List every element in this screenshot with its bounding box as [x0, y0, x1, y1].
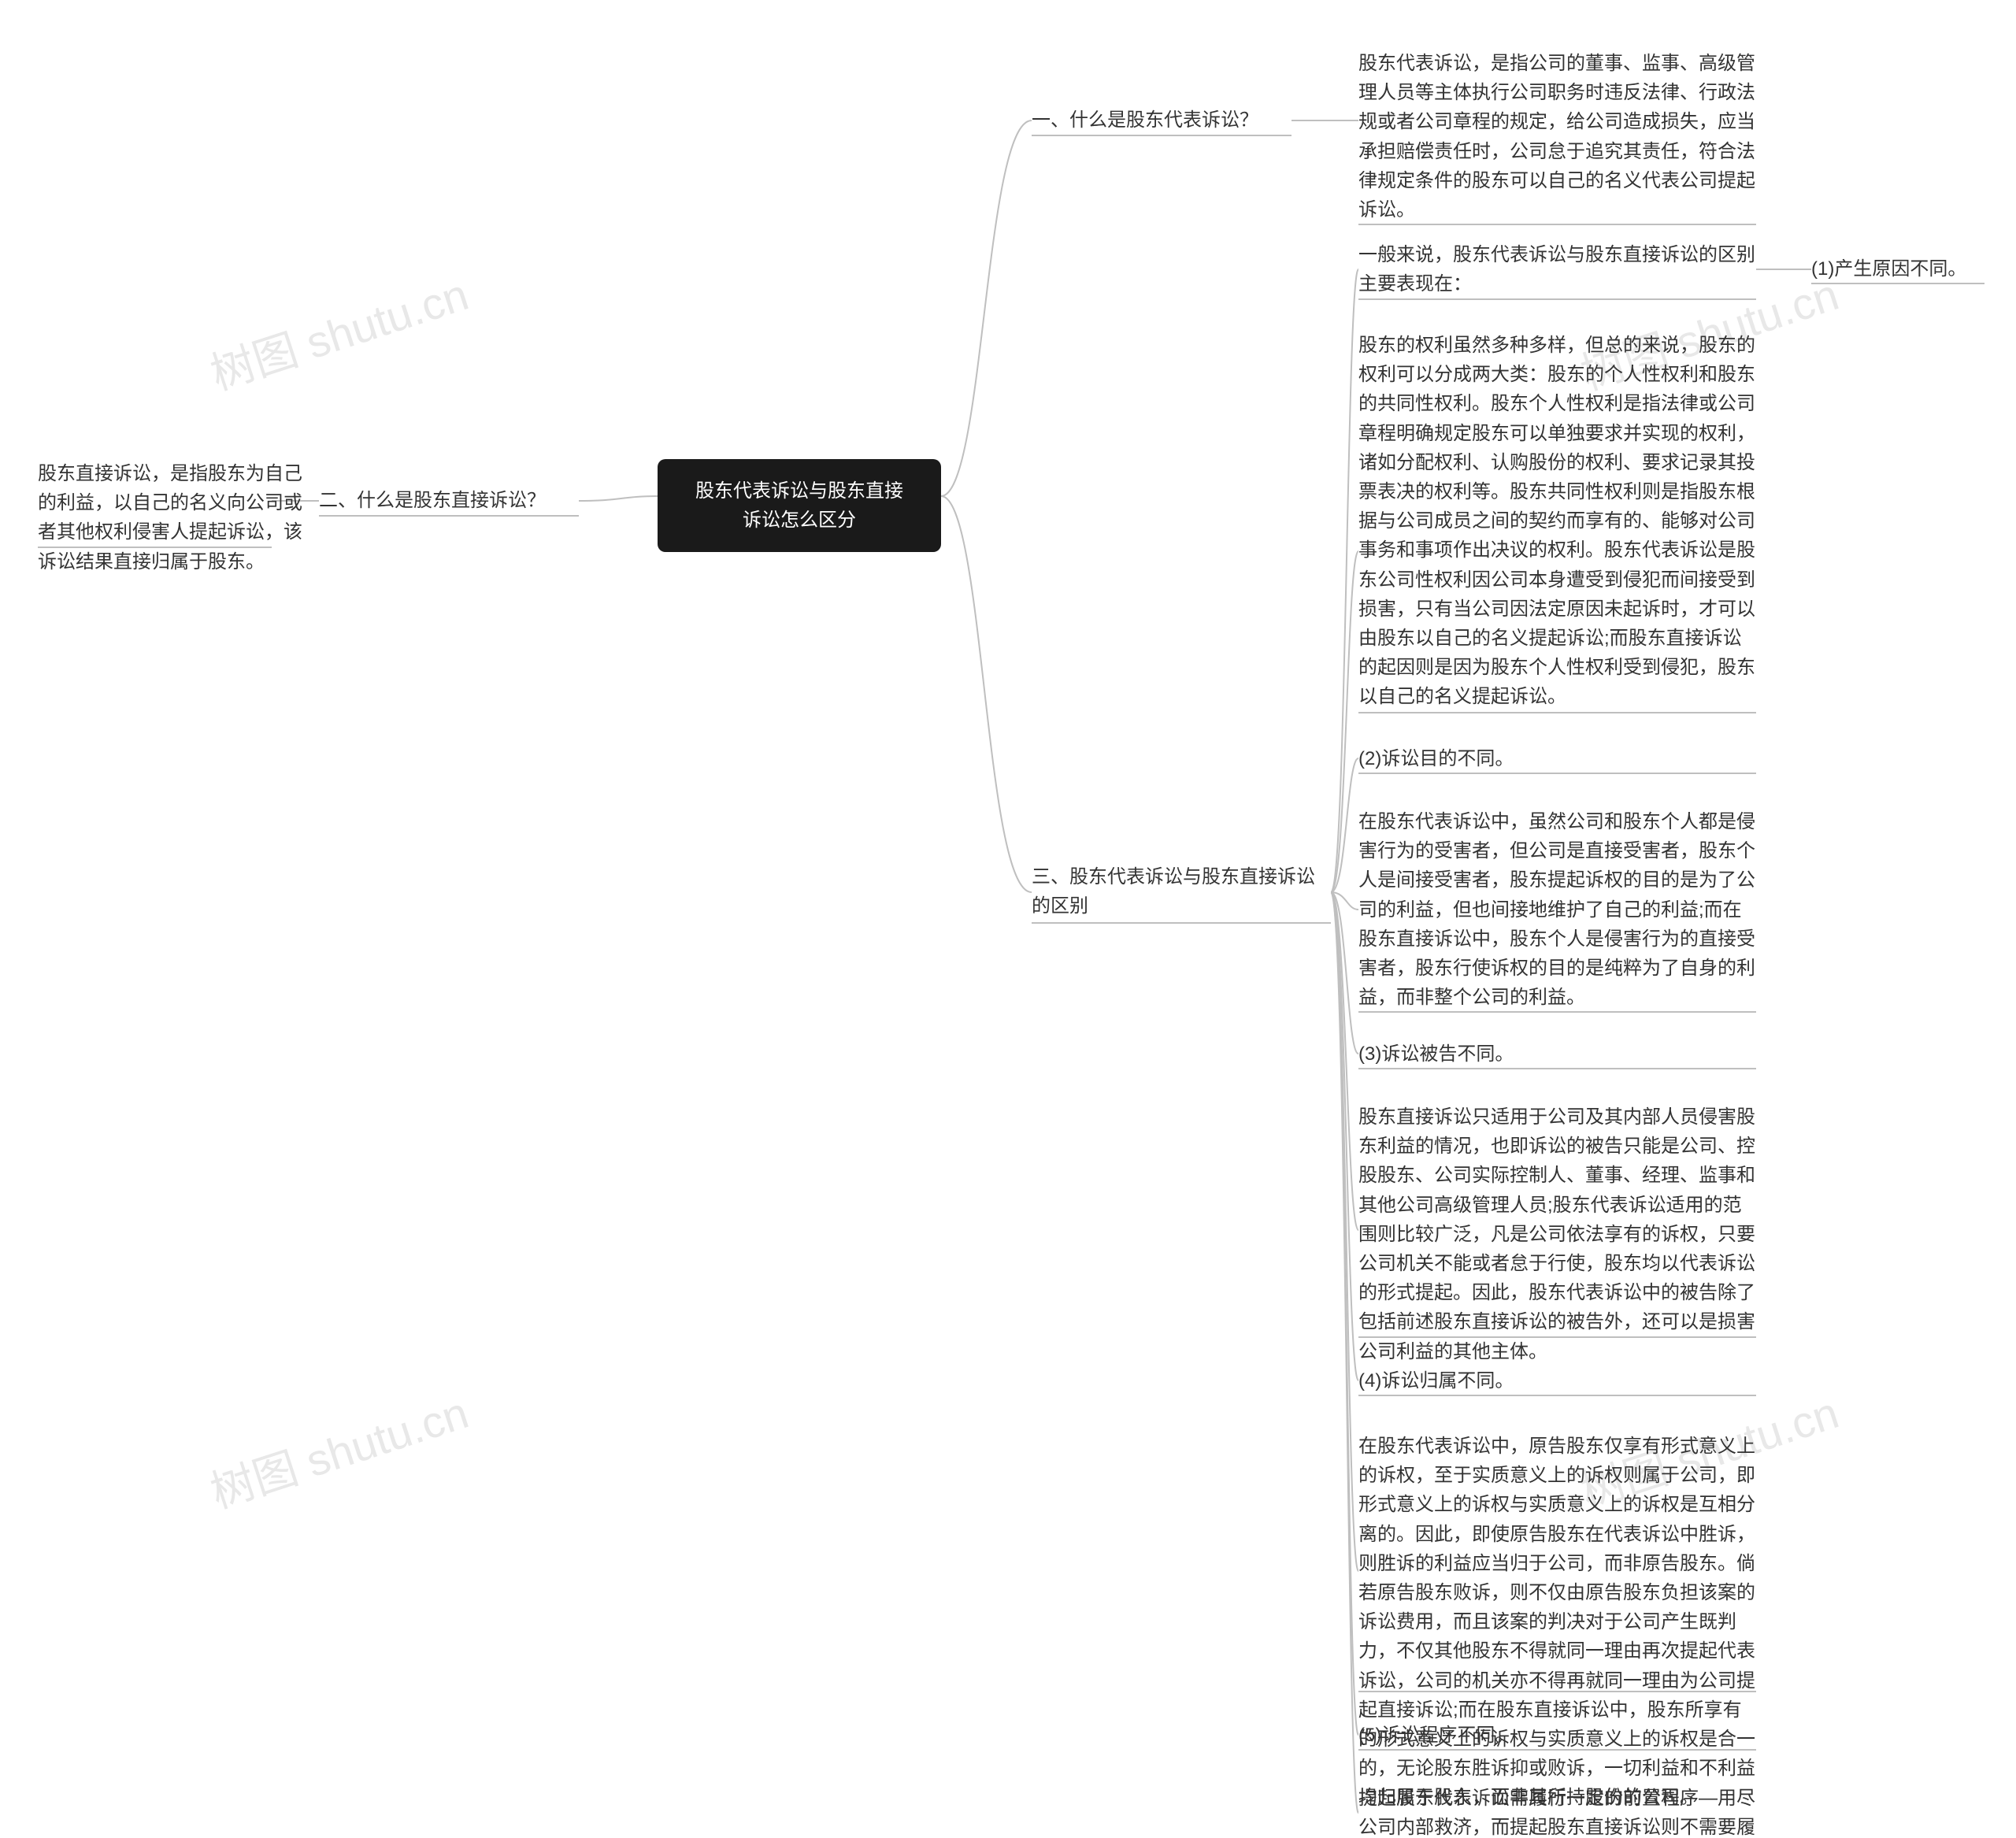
watermark: 树图 shutu.cn	[202, 1378, 476, 1521]
branch-1-detail: 股东代表诉讼，是指公司的董事、监事、高级管理人员等主体执行公司职务时违反法律、行…	[1358, 49, 1756, 224]
branch-2-detail: 股东直接诉讼，是指股东为自己的利益，以自己的名义向公司或者其他权利侵害人提起诉讼…	[38, 459, 317, 576]
b3-child-0-sub: (1)产生原因不同。	[1811, 254, 1984, 283]
watermark: 树图 shutu.cn	[202, 260, 476, 403]
root-node[interactable]: 股东代表诉讼与股东直接诉讼怎么区分	[658, 459, 941, 552]
branch-2-label[interactable]: 二、什么是股东直接诉讼？	[319, 486, 579, 515]
b3-child-4: (3)诉讼被告不同。	[1358, 1039, 1756, 1069]
branch-1-label[interactable]: 一、什么是股东代表诉讼？	[1032, 106, 1292, 135]
b3-child-0: 一般来说，股东代表诉讼与股东直接诉讼的区别主要表现在：	[1358, 240, 1756, 298]
b3-child-2: (2)诉讼目的不同。	[1358, 744, 1756, 773]
b3-child-6: (4)诉讼归属不同。	[1358, 1366, 1756, 1395]
b3-child-7: 在股东代表诉讼中，原告股东仅享有形式意义上的诉权，至于实质意义上的诉权则属于公司…	[1358, 1432, 1756, 1812]
mindmap-canvas: 树图 shutu.cn 树图 shutu.cn 树图 shutu.cn 树图 s…	[0, 0, 2016, 1838]
b3-child-1: 股东的权利虽然多种多样，但总的来说，股东的权利可以分成两大类：股东的个人性权利和…	[1358, 331, 1756, 711]
b3-child-8: (5)诉讼程序不同。	[1358, 1721, 1756, 1750]
branch-3-label[interactable]: 三、股东代表诉讼与股东直接诉讼的区别	[1032, 862, 1331, 921]
b3-child-5: 股东直接诉讼只适用于公司及其内部人员侵害股东利益的情况，也即诉讼的被告只能是公司…	[1358, 1102, 1756, 1366]
b3-child-3: 在股东代表诉讼中，虽然公司和股东个人都是侵害行为的受害者，但公司是直接受害者，股…	[1358, 807, 1756, 1012]
b3-child-9: 提起股东代表诉讼需履行一定的前置程序—用尽公司内部救济，而提起股东直接诉讼则不需…	[1358, 1784, 1756, 1838]
